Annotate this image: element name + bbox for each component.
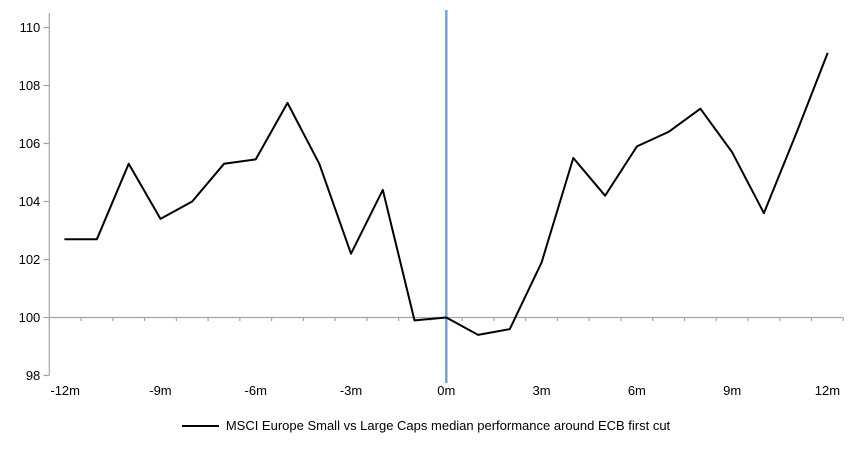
series-line bbox=[64, 52, 829, 336]
y-axis-tick-label: 106 bbox=[19, 136, 41, 151]
legend-series-label: MSCI Europe Small vs Large Caps median p… bbox=[225, 418, 671, 433]
legend-line-sample bbox=[181, 424, 219, 427]
y-axis-tick-label: 100 bbox=[19, 310, 41, 325]
y-axis-tick-label: 104 bbox=[19, 194, 41, 209]
legend: MSCI Europe Small vs Large Caps median p… bbox=[0, 418, 852, 433]
x-axis-tick-label: 0m bbox=[437, 383, 455, 398]
x-axis-tick-label: -6m bbox=[245, 383, 267, 398]
y-axis-tick-label: 108 bbox=[19, 78, 41, 93]
x-axis-tick-label: 3m bbox=[533, 383, 551, 398]
x-axis-tick-label: 9m bbox=[723, 383, 741, 398]
x-axis-tick-label: 12m bbox=[815, 383, 840, 398]
y-axis-tick-label: 102 bbox=[19, 252, 41, 267]
y-axis-tick-label: 98 bbox=[26, 368, 40, 383]
x-axis-tick-label: -12m bbox=[50, 383, 80, 398]
y-axis-tick-label: 110 bbox=[20, 20, 41, 35]
x-axis-tick-label: 6m bbox=[628, 383, 646, 398]
x-axis-tick-label: -3m bbox=[340, 383, 362, 398]
x-axis-tick-label: -9m bbox=[149, 383, 171, 398]
